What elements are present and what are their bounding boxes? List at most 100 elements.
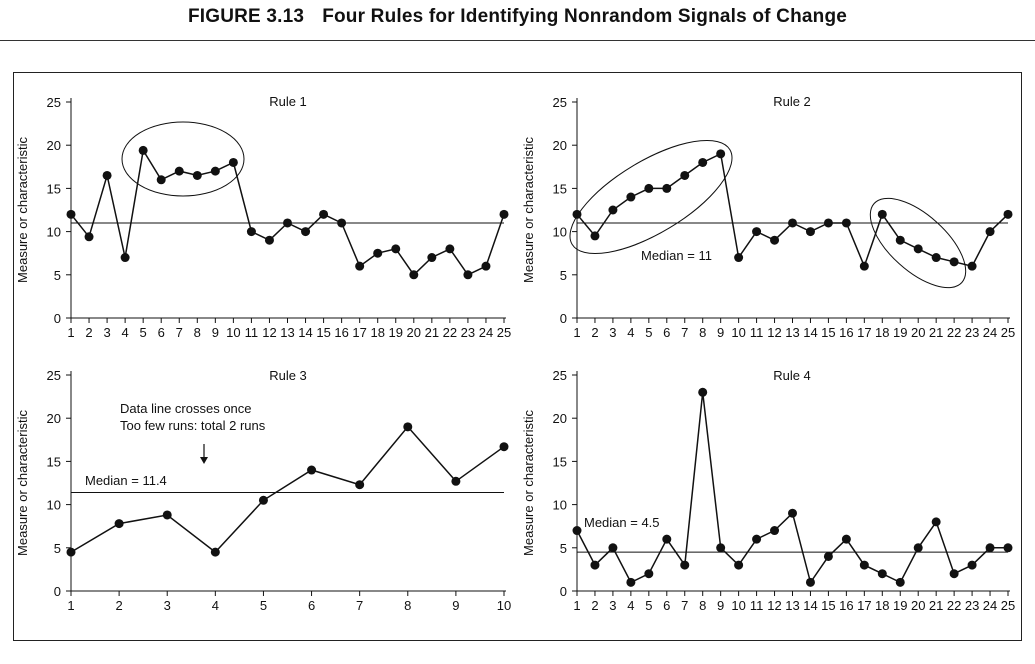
y-axis-label: Measure or characteristic <box>521 137 536 283</box>
figure-title: FIGURE 3.13 Four Rules for Identifying No… <box>0 6 1035 28</box>
data-point <box>913 244 923 254</box>
x-tick-label: 12 <box>767 325 781 340</box>
data-point <box>698 157 708 167</box>
y-axis-label: Measure or characteristic <box>521 410 536 556</box>
y-tick-label: 5 <box>54 541 61 556</box>
x-tick-label: 7 <box>681 598 688 613</box>
data-point <box>716 543 726 553</box>
y-tick-label: 0 <box>54 584 61 599</box>
data-point <box>931 517 941 527</box>
x-tick-label: 14 <box>298 325 312 340</box>
data-point <box>770 526 780 536</box>
data-point <box>985 543 995 553</box>
data-point <box>590 231 600 241</box>
y-axis-label: Measure or characteristic <box>15 410 30 556</box>
highlight-ellipse <box>121 121 245 197</box>
x-tick-label: 12 <box>767 598 781 613</box>
x-tick-label: 13 <box>785 598 799 613</box>
data-point <box>114 519 124 529</box>
x-tick-label: 9 <box>452 598 459 613</box>
y-tick-label: 25 <box>553 95 567 110</box>
y-tick-label: 10 <box>47 225 61 240</box>
x-tick-label: 7 <box>356 598 363 613</box>
median-label: Median = 11 <box>641 248 712 263</box>
data-point <box>644 183 654 193</box>
y-tick-label: 25 <box>47 368 61 383</box>
x-tick-label: 12 <box>262 325 276 340</box>
series-line <box>70 148 505 276</box>
x-tick-label: 19 <box>389 325 403 340</box>
figure-title-text: Four Rules for Identifying Nonrandom Sig… <box>322 6 848 27</box>
x-tick-label: 9 <box>717 598 724 613</box>
data-point <box>373 248 383 258</box>
x-tick-label: 6 <box>308 598 315 613</box>
x-tick-label: 9 <box>212 325 219 340</box>
x-tick-label: 21 <box>929 598 943 613</box>
x-tick-label: 22 <box>947 325 961 340</box>
data-point <box>680 560 690 570</box>
median-label: Median = 11.4 <box>85 473 167 488</box>
x-tick-label: 17 <box>857 325 871 340</box>
x-tick-label: 6 <box>663 325 670 340</box>
x-tick-label: 25 <box>497 325 511 340</box>
x-tick-label: 10 <box>731 598 745 613</box>
y-tick-label: 0 <box>560 584 567 599</box>
data-point <box>805 577 815 587</box>
x-tick-label: 1 <box>67 598 74 613</box>
x-tick-label: 16 <box>839 325 853 340</box>
x-tick-label: 3 <box>103 325 110 340</box>
data-point <box>608 205 618 215</box>
x-tick-label: 7 <box>176 325 183 340</box>
data-point <box>877 209 887 219</box>
x-tick-label: 21 <box>425 325 439 340</box>
data-point <box>1003 209 1013 219</box>
data-point <box>734 560 744 570</box>
data-point <box>84 232 94 242</box>
x-tick-label: 17 <box>352 325 366 340</box>
y-tick-label: 20 <box>553 411 567 426</box>
data-point <box>210 166 220 176</box>
data-point <box>788 218 797 228</box>
y-tick-label: 10 <box>47 498 61 513</box>
x-tick-label: 8 <box>194 325 201 340</box>
x-tick-label: 5 <box>645 598 652 613</box>
data-point <box>337 218 347 228</box>
data-point <box>403 422 413 432</box>
data-point <box>156 175 166 185</box>
x-tick-label: 20 <box>407 325 421 340</box>
x-tick-label: 11 <box>750 598 764 613</box>
data-point <box>644 569 654 579</box>
highlight-ellipse <box>569 139 733 255</box>
figure-frame <box>13 72 1022 641</box>
y-tick-label: 15 <box>47 454 61 469</box>
title-divider <box>0 40 1035 41</box>
data-point <box>967 261 977 271</box>
data-point <box>805 227 815 237</box>
data-point <box>770 235 780 245</box>
x-tick-label: 18 <box>875 325 889 340</box>
x-tick-label: 11 <box>245 325 259 340</box>
data-point <box>895 577 905 587</box>
x-tick-label: 9 <box>717 325 724 340</box>
x-tick-label: 13 <box>785 325 799 340</box>
data-point <box>210 547 220 557</box>
y-tick-label: 5 <box>54 268 61 283</box>
data-point <box>246 227 256 237</box>
data-point <box>451 476 461 486</box>
data-point <box>788 508 797 518</box>
data-point <box>949 257 959 267</box>
data-point <box>481 261 491 271</box>
data-point <box>138 145 148 155</box>
x-tick-label: 14 <box>803 325 817 340</box>
data-point <box>162 510 172 520</box>
x-tick-label: 4 <box>627 325 634 340</box>
x-tick-label: 15 <box>316 325 330 340</box>
y-tick-label: 0 <box>54 311 61 326</box>
data-point <box>258 495 268 505</box>
x-tick-label: 20 <box>911 325 925 340</box>
y-tick-label: 15 <box>553 454 567 469</box>
x-tick-label: 8 <box>404 598 411 613</box>
